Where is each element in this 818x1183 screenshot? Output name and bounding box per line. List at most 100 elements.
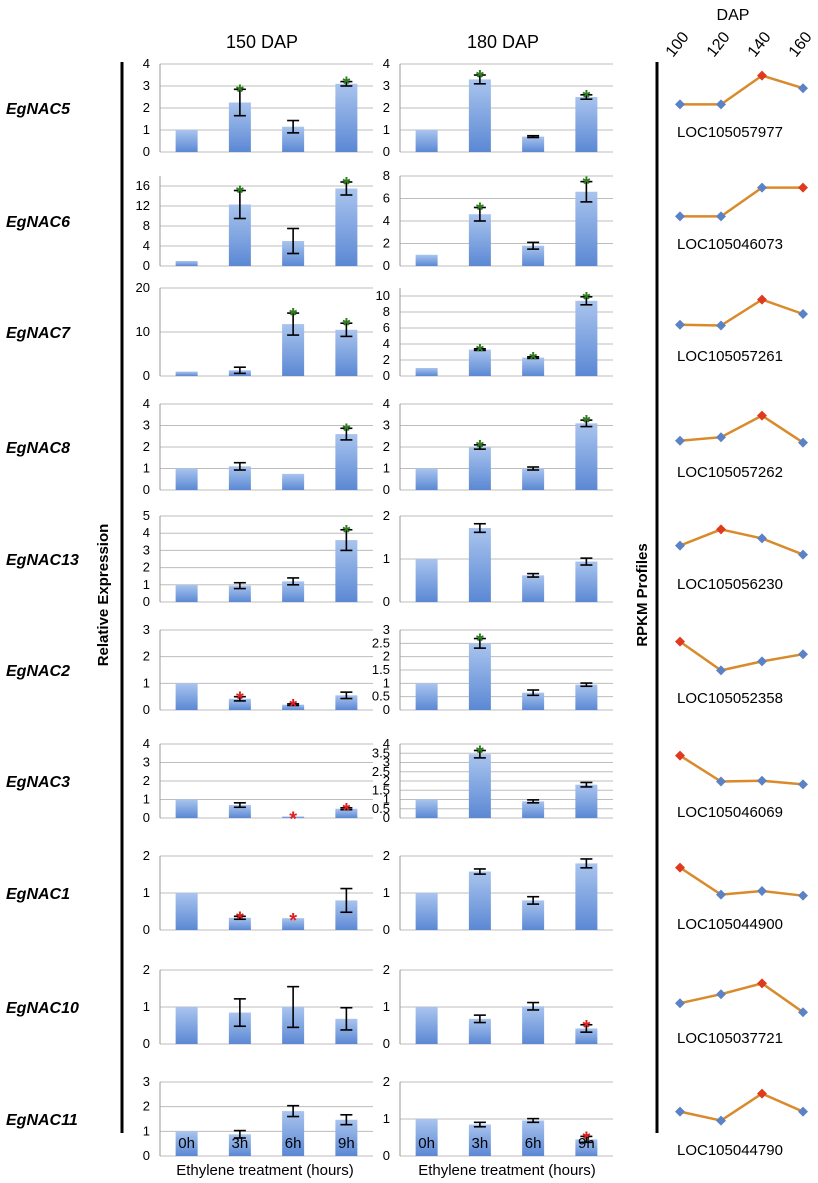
y-tick-label: 2 xyxy=(383,508,390,523)
y-tick-label: 3 xyxy=(383,755,390,770)
significance-star: * xyxy=(529,349,537,371)
y-tick-label: 6 xyxy=(383,191,390,206)
locus-label: LOC105052358 xyxy=(677,690,783,707)
bar xyxy=(228,585,251,602)
rpkm-point xyxy=(716,1115,726,1126)
bar xyxy=(575,97,598,152)
bar xyxy=(282,581,305,602)
gene-label: EgNAC13 xyxy=(6,552,79,569)
gene-label: EgNAC6 xyxy=(6,214,70,231)
gene-row-EgNAC13: EgNAC13 0 1 2 3 4 5 * 0 1 2 LOC105056230 xyxy=(6,508,808,609)
y-tick-label: 4 xyxy=(383,56,390,71)
y-tick-label: 2.5 xyxy=(372,764,390,779)
panel-180-EgNAC2: 00.511.522.53 * xyxy=(372,622,613,717)
rpkm-profile-EgNAC10: LOC105037721 xyxy=(675,978,808,1047)
rpkm-point xyxy=(675,319,685,330)
significance-star: * xyxy=(582,87,590,109)
bar xyxy=(468,447,491,490)
y-tick-label: 1 xyxy=(383,675,390,690)
bar xyxy=(468,214,491,266)
y-tick-label: 1 xyxy=(143,122,150,137)
rpkm-profile-EgNAC3: LOC105046069 xyxy=(675,750,808,821)
x-axis-label-150: Ethylene treatment (hours) xyxy=(176,1162,354,1179)
x-tick-label: 3h xyxy=(232,1135,249,1152)
bar xyxy=(415,468,438,490)
y-tick-label: 1 xyxy=(143,675,150,690)
rpkm-line xyxy=(679,866,804,897)
bar xyxy=(282,324,305,376)
bar xyxy=(228,102,251,152)
bar xyxy=(175,799,198,818)
bar xyxy=(228,1012,251,1044)
bar xyxy=(335,1018,358,1044)
y-tick-label: 1 xyxy=(383,551,390,566)
y-tick-label: 4 xyxy=(383,336,390,351)
bar xyxy=(522,245,545,266)
y-tick-label: 1 xyxy=(383,122,390,137)
panel-180-EgNAC1: 0 1 2 xyxy=(383,848,613,937)
rpkm-peak-point xyxy=(675,636,685,647)
y-tick-label: 0 xyxy=(143,810,150,825)
panel-150-EgNAC5: 0 1 2 3 4 * * xyxy=(143,56,373,159)
x-tick-labels: 0h 3h 6h 9h 0h 3h 6h 9h xyxy=(178,1135,594,1152)
bar xyxy=(468,754,491,818)
bar xyxy=(175,1131,198,1156)
locus-label: LOC105057977 xyxy=(677,124,783,141)
locus-label: LOC105057262 xyxy=(677,464,783,481)
x-tick-label: 6h xyxy=(285,1135,302,1152)
locus-label: LOC105046073 xyxy=(677,236,783,253)
bar xyxy=(415,254,438,266)
gene-label: EgNAC8 xyxy=(6,440,70,457)
rpkm-profile-EgNAC5: LOC105057977 xyxy=(675,70,808,141)
rpkm-dap-ticks: 100 120 140 160 xyxy=(663,29,816,61)
bar xyxy=(335,434,358,490)
bar xyxy=(468,1124,491,1156)
rpkm-peak-point xyxy=(757,294,767,305)
y-tick-label: 0 xyxy=(383,922,390,937)
bar xyxy=(282,1111,305,1156)
bar xyxy=(522,468,545,490)
rpkm-line xyxy=(679,982,804,1014)
y-tick-label: 2 xyxy=(143,962,150,977)
dap-tick-label: 100 xyxy=(663,29,693,61)
y-axis-label: Relative Expression xyxy=(95,524,112,667)
rpkm-line xyxy=(679,754,804,786)
bar xyxy=(468,871,491,930)
gene-row-EgNAC11: EgNAC11 0 1 2 3 0 1 2 * LOC105044790 xyxy=(6,1074,808,1163)
rpkm-peak-point xyxy=(757,1088,767,1099)
rpkm-point xyxy=(757,775,767,786)
bar xyxy=(335,808,358,818)
rpkm-point xyxy=(716,432,726,443)
bar xyxy=(335,900,358,930)
significance-star: * xyxy=(582,1017,590,1039)
panel-180-EgNAC8: 0 1 2 3 4 * * xyxy=(383,396,613,497)
rpkm-profile-EgNAC1: LOC105044900 xyxy=(675,862,808,933)
gene-label: EgNAC3 xyxy=(6,774,70,791)
panel-180-EgNAC11: 0 1 2 * xyxy=(383,1074,613,1163)
bar xyxy=(575,561,598,602)
rpkm-point xyxy=(716,99,726,110)
y-tick-label: 0 xyxy=(143,1036,150,1051)
rpkm-point xyxy=(675,998,685,1009)
rpkm-point xyxy=(798,1106,808,1117)
panel-180-EgNAC5: 0 1 2 3 4 * * xyxy=(383,56,613,159)
rpkm-point xyxy=(716,989,726,1000)
y-tick-label: 0 xyxy=(383,482,390,497)
gene-label: EgNAC7 xyxy=(6,325,71,342)
bar xyxy=(175,371,198,376)
y-tick-label: 1 xyxy=(383,461,390,476)
significance-star: * xyxy=(236,908,244,930)
bar xyxy=(175,584,198,602)
y-tick-label: 10 xyxy=(376,288,390,303)
bar xyxy=(175,130,198,152)
significance-star: * xyxy=(236,183,244,205)
bar xyxy=(228,1134,251,1156)
y-tick-label: 2 xyxy=(143,649,150,664)
rpkm-point xyxy=(716,320,726,331)
significance-star: * xyxy=(476,341,484,363)
bar xyxy=(468,79,491,152)
rpkm-point xyxy=(757,656,767,667)
rpkm-point xyxy=(798,1007,808,1018)
significance-star: * xyxy=(476,437,484,459)
